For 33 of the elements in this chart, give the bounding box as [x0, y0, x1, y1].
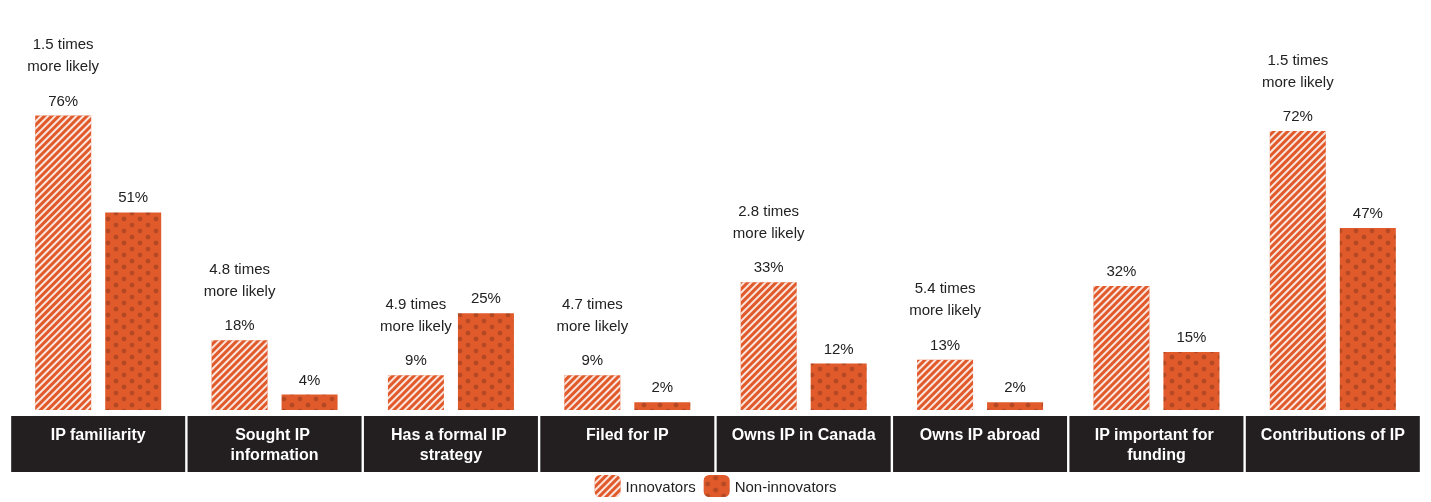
- data-label: 25%: [470, 289, 501, 307]
- data-label: 12%: [823, 339, 854, 357]
- data-label: 32%: [1106, 262, 1137, 279]
- data-label: 9%: [581, 351, 604, 369]
- x-tick-label: Owns IP in Canada: [731, 425, 876, 443]
- text: 1.5 times more likely: [27, 35, 100, 74]
- data-label: 51%: [118, 188, 149, 206]
- data-label: 47%: [1352, 203, 1383, 221]
- legend-label: Non-innovators: [734, 477, 837, 495]
- annotation: 4.8 times more likely: [203, 259, 276, 299]
- annotation: 4.9 times more likely: [380, 294, 453, 334]
- data-label: 15%: [1176, 327, 1207, 345]
- data-label: 33%: [753, 258, 784, 276]
- x-tick-label: IP familiarity: [50, 425, 146, 443]
- data-label: 2%: [651, 378, 674, 396]
- x-tick-label: Filed for IP: [585, 425, 669, 443]
- annotation: 5.4 times more likely: [909, 279, 982, 319]
- x-tick-label: Sought IP information: [230, 425, 319, 463]
- legend-label: Innovators: [625, 477, 696, 495]
- data-label: 72%: [1282, 107, 1313, 124]
- annotation: 2.8 times more likely: [732, 201, 806, 241]
- x-tick-label: Owns IP abroad: [919, 425, 1041, 443]
- x-tick-label: Contributions of IP: [1260, 425, 1406, 443]
- annotation: 4.7 times more likely: [556, 294, 629, 334]
- text: 1.5 times more likely: [1261, 50, 1335, 90]
- data-label: 9%: [405, 351, 427, 369]
- data-label: 76%: [48, 91, 79, 109]
- x-tick-label: IP important for funding: [1094, 425, 1219, 463]
- data-label: 4%: [298, 370, 321, 388]
- data-label: 18%: [224, 316, 255, 334]
- data-label: 13%: [930, 335, 961, 353]
- data-label: 2%: [1004, 378, 1026, 396]
- x-tick-label: Has a formal IP strategy: [391, 425, 511, 463]
